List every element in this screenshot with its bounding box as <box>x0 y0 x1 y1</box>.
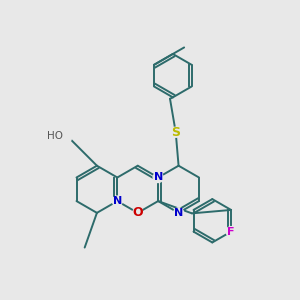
Circle shape <box>171 127 181 137</box>
Circle shape <box>55 128 72 145</box>
Text: N: N <box>113 196 122 206</box>
Circle shape <box>226 226 236 237</box>
Circle shape <box>174 208 184 218</box>
Text: N: N <box>154 172 163 182</box>
Circle shape <box>153 172 163 182</box>
Circle shape <box>133 208 143 218</box>
Text: N: N <box>174 208 183 218</box>
Text: F: F <box>227 226 235 237</box>
Text: HO: HO <box>47 131 63 141</box>
Text: O: O <box>132 206 143 219</box>
Circle shape <box>112 196 122 206</box>
Text: S: S <box>171 126 180 139</box>
